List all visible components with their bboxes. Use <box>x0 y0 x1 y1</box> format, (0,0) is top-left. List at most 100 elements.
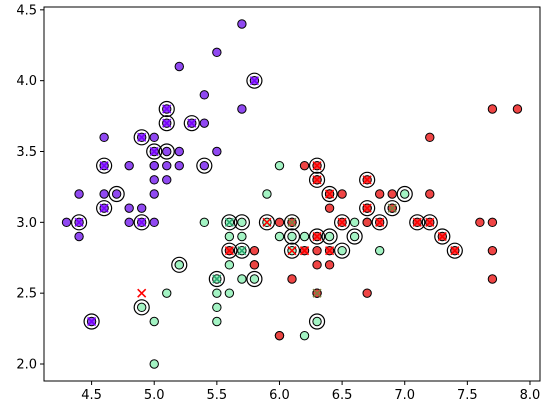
cross-marker-purple <box>99 161 109 171</box>
scatter-point-green <box>212 302 222 313</box>
cross-marker-purple <box>162 118 172 128</box>
cross-marker-purple <box>74 217 84 227</box>
scatter-point-green <box>249 274 260 284</box>
cross-marker-red <box>362 203 372 213</box>
cross-marker-purple <box>137 217 147 227</box>
highlight-ring <box>321 228 338 245</box>
highlight-ring <box>396 185 413 203</box>
scatter-point-green <box>174 260 184 270</box>
cross-marker-red <box>325 246 335 256</box>
cross-marker-purple <box>87 316 97 327</box>
highlight-ring <box>133 299 150 316</box>
highlight-ring <box>246 72 263 89</box>
x-axis: 4.5 5.0 5.5 6.0 6.5 7.0 7.5 8.0 <box>81 381 540 403</box>
scatter-point-red <box>475 217 485 228</box>
scatter-point-purple <box>237 19 247 29</box>
scatter-point-red <box>337 189 347 199</box>
highlight-ring <box>96 157 113 174</box>
scatter-point-red <box>425 132 435 143</box>
scatter-point-red <box>487 274 498 284</box>
cross-marker-purple <box>187 118 197 128</box>
highlight-ring <box>196 157 213 174</box>
cross-marker-red <box>299 246 310 256</box>
highlight-ring <box>258 214 276 231</box>
scatter-point-green <box>149 359 159 369</box>
cross-markers <box>74 76 460 327</box>
scatter-point-red <box>299 160 310 171</box>
highlight-ring <box>221 242 238 259</box>
scatter-point-green <box>262 189 272 199</box>
cross-marker-red <box>312 231 322 242</box>
x-tick-label: 8.0 <box>520 388 541 403</box>
highlight-ring <box>183 115 200 132</box>
x-tick-label: 4.5 <box>81 388 102 403</box>
scatter-point-purple <box>111 189 122 199</box>
scatter-point-red <box>249 245 260 256</box>
scatter-point-red <box>425 189 435 199</box>
highlight-ring <box>233 214 250 231</box>
highlight-ring <box>96 200 113 217</box>
highlight-ring <box>434 228 451 245</box>
cross-marker-red <box>412 217 422 227</box>
highlight-ring <box>321 185 338 203</box>
highlight-ring <box>308 228 326 245</box>
scatter-point-purple <box>199 90 210 100</box>
scatter-point-red <box>249 260 260 270</box>
cross-marker-red <box>450 246 460 256</box>
cross-marker-red <box>437 231 447 242</box>
scatter-point-green <box>349 231 360 242</box>
highlight-ring <box>158 100 175 118</box>
scatter-point-green <box>162 288 172 298</box>
scatter-point-purple <box>124 217 134 228</box>
highlight-ring <box>246 270 263 288</box>
cross-marker-purple <box>149 146 159 157</box>
cross-marker-red <box>312 175 322 185</box>
highlight-ring <box>108 185 125 203</box>
scatter-point-red <box>312 260 322 270</box>
cross-marker-red <box>425 217 435 227</box>
cross-marker-olive <box>387 203 397 213</box>
cross-marker-red <box>337 217 347 227</box>
highlight-ring <box>70 214 88 231</box>
x-tick-label: 6.5 <box>332 388 353 403</box>
scatter-point-purple <box>162 146 172 157</box>
highlight-ring <box>133 214 150 231</box>
scatter-point-green <box>212 316 222 327</box>
x-tick-label: 5.5 <box>207 388 228 403</box>
highlight-ring <box>158 115 175 132</box>
scatter-point-green <box>299 330 310 341</box>
highlight-ring <box>346 228 363 245</box>
scatter-point-green <box>224 231 235 242</box>
highlight-ring <box>384 200 401 217</box>
scatter-point-red <box>312 245 322 256</box>
y-tick-label: 4.0 <box>16 74 37 89</box>
cross-marker-olive <box>312 288 322 298</box>
scatter-point-purple <box>149 175 159 185</box>
cross-marker-red <box>262 217 272 227</box>
scatter-point-green <box>224 260 235 270</box>
highlight-ring <box>446 242 463 259</box>
highlight-ring <box>409 214 426 231</box>
scatter-point-purple <box>99 132 109 143</box>
y-tick-label: 3.5 <box>16 145 37 160</box>
scatter-point-green <box>299 231 310 242</box>
scatter-point-purple <box>61 217 72 228</box>
y-tick-label: 2.5 <box>16 287 37 302</box>
cross-marker-green <box>212 274 222 284</box>
plot-points <box>61 19 523 369</box>
scatter-point-green <box>312 316 322 327</box>
cross-marker-red <box>137 288 147 298</box>
scatter-point-purple <box>149 132 159 143</box>
scatter-point-red <box>274 330 285 341</box>
scatter-point-purple <box>74 189 84 199</box>
cross-marker-green <box>224 217 234 227</box>
highlight-ring <box>283 228 301 245</box>
scatter-point-purple <box>212 47 222 58</box>
scatter-point-green <box>237 217 247 228</box>
highlight-ring <box>146 143 163 160</box>
y-tick-label: 3.0 <box>16 216 37 231</box>
highlight-ring <box>308 313 326 330</box>
scatter-point-green <box>199 217 210 228</box>
scatter-point-purple <box>99 189 109 199</box>
scatter-point-purple <box>199 118 210 128</box>
